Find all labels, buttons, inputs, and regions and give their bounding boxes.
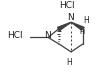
Text: N: N	[44, 31, 51, 40]
Polygon shape	[71, 22, 84, 30]
Text: H: H	[79, 29, 84, 35]
Text: H: H	[66, 58, 72, 67]
Polygon shape	[57, 22, 71, 30]
Text: HCl: HCl	[59, 1, 75, 10]
Text: HCl: HCl	[7, 31, 22, 40]
Text: H: H	[83, 16, 89, 25]
Text: N: N	[67, 13, 73, 22]
